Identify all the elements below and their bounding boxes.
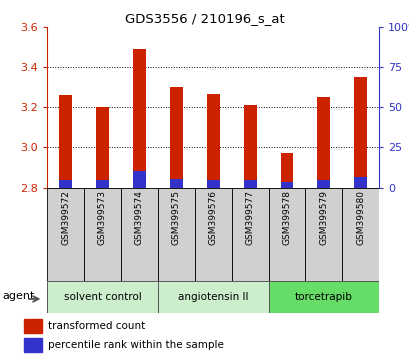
Text: angiotensin II: angiotensin II — [178, 292, 248, 302]
Bar — [24, 338, 42, 352]
Bar — [305, 188, 342, 281]
Bar — [342, 188, 378, 281]
Text: GSM399575: GSM399575 — [171, 190, 180, 245]
Bar — [353, 77, 366, 188]
Bar — [169, 87, 182, 188]
Text: GSM399577: GSM399577 — [245, 190, 254, 245]
Bar — [268, 281, 378, 313]
Bar — [24, 319, 42, 333]
Bar — [96, 181, 109, 188]
Text: GSM399578: GSM399578 — [282, 190, 291, 245]
Bar — [47, 281, 157, 313]
Bar — [133, 171, 146, 188]
Bar — [206, 94, 219, 188]
Text: GSM399579: GSM399579 — [319, 190, 328, 245]
Bar — [59, 95, 72, 188]
Bar — [96, 107, 109, 188]
Bar — [268, 188, 305, 281]
Text: GSM399573: GSM399573 — [98, 190, 107, 245]
Text: GSM399572: GSM399572 — [61, 190, 70, 245]
Text: agent: agent — [2, 291, 35, 301]
Bar — [133, 49, 146, 188]
Bar — [243, 181, 256, 188]
Text: GSM399576: GSM399576 — [208, 190, 217, 245]
Text: transformed count: transformed count — [47, 321, 144, 331]
Text: percentile rank within the sample: percentile rank within the sample — [47, 341, 223, 350]
Bar — [317, 179, 330, 188]
Bar — [194, 188, 231, 281]
Bar — [353, 177, 366, 188]
Bar — [231, 188, 268, 281]
Bar — [59, 179, 72, 188]
Bar — [280, 182, 293, 188]
Bar — [84, 188, 121, 281]
Bar — [157, 281, 268, 313]
Text: torcetrapib: torcetrapib — [294, 292, 352, 302]
Text: GSM399574: GSM399574 — [135, 190, 144, 245]
Text: GSM399580: GSM399580 — [355, 190, 364, 245]
Bar — [243, 105, 256, 188]
Bar — [206, 179, 219, 188]
Bar — [317, 97, 330, 188]
Text: solvent control: solvent control — [63, 292, 141, 302]
Bar — [121, 188, 157, 281]
Bar — [47, 188, 84, 281]
Bar — [169, 179, 182, 188]
Text: GDS3556 / 210196_s_at: GDS3556 / 210196_s_at — [125, 12, 284, 25]
Bar — [280, 153, 293, 188]
Bar — [157, 188, 194, 281]
